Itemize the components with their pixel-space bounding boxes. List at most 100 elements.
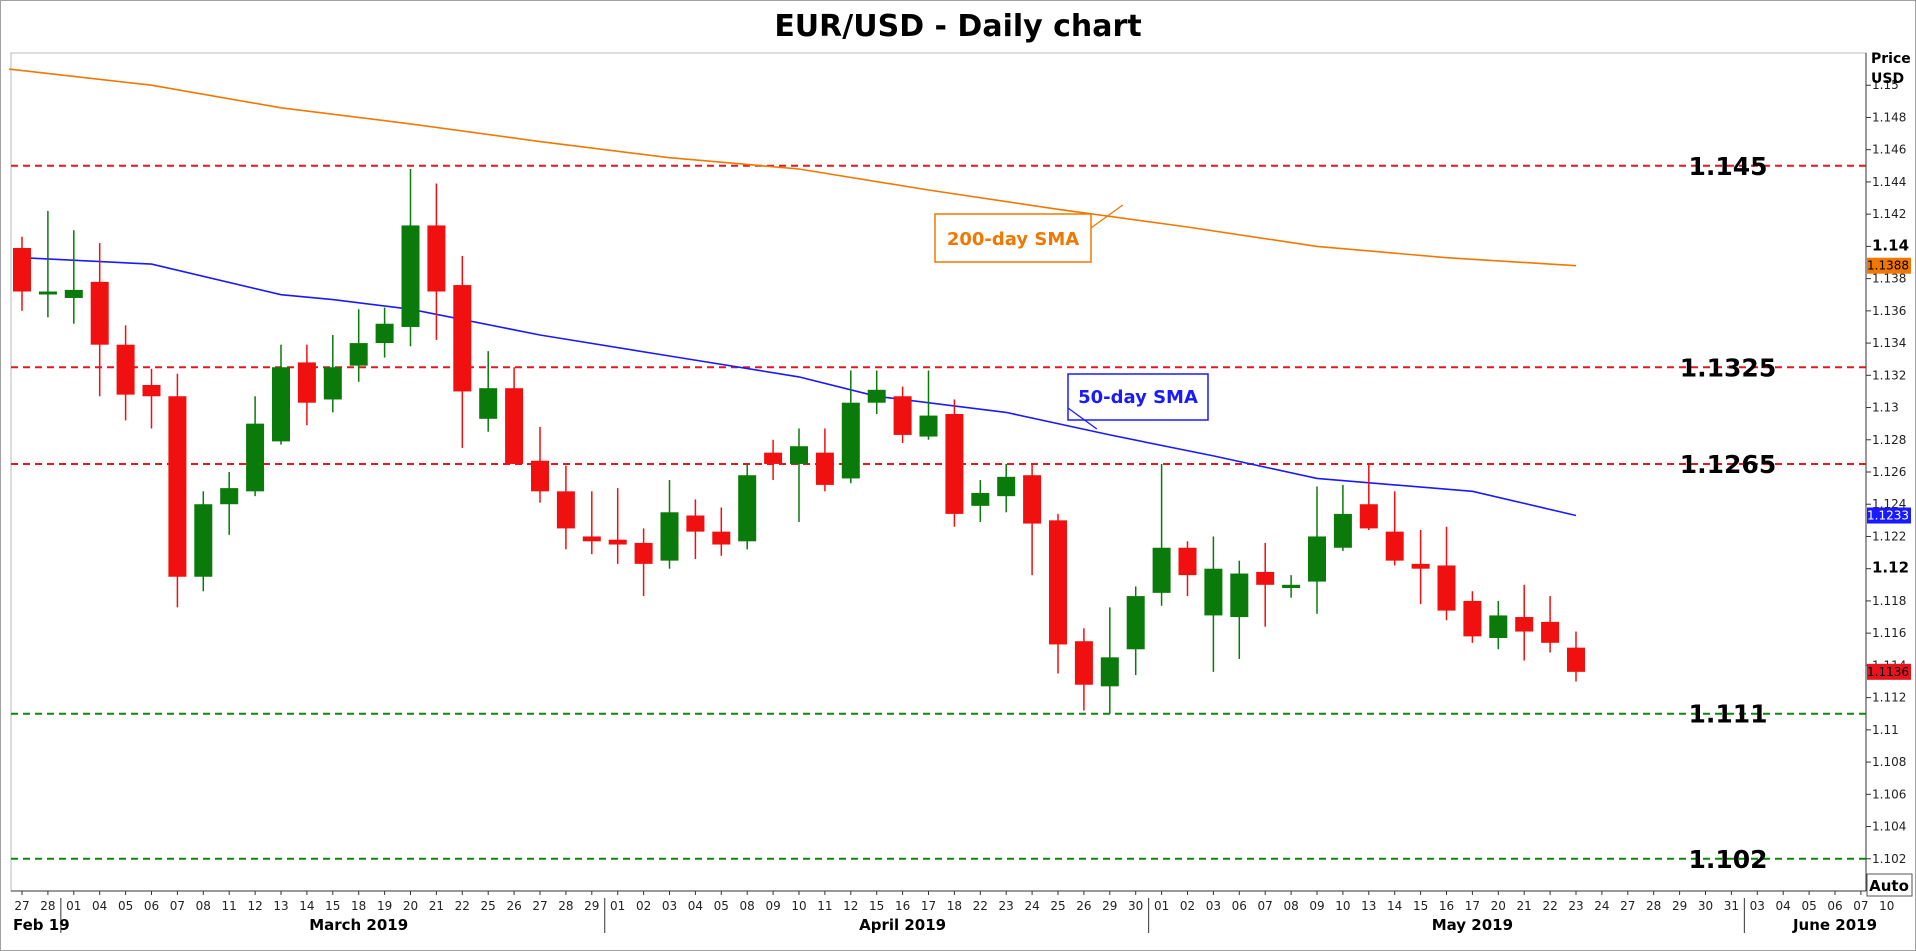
date-tick-label: 19 <box>377 899 392 913</box>
candle-body <box>1100 657 1119 687</box>
candle-apr-17 <box>919 370 938 440</box>
level-label-2: 1.1265 <box>1680 450 1776 479</box>
auto-scale-button[interactable]: Auto <box>1866 873 1913 897</box>
date-axis[interactable]: 27 28 01 04 05 06 07 08 11 12 13 14 15 18 19 20 21 22 25 26… <box>13 891 1894 934</box>
candle-body <box>1385 531 1404 561</box>
date-tick-label: 10 <box>1335 899 1350 913</box>
date-tick-label: 22 <box>973 899 988 913</box>
candle-apr-08 <box>738 463 757 550</box>
candle-body <box>323 367 342 400</box>
candle-may-23 <box>1567 631 1585 682</box>
month-label: June 2019 <box>1792 916 1877 934</box>
candle-body <box>582 536 601 542</box>
date-tick-label: 06 <box>1827 899 1842 913</box>
date-tick-label: 08 <box>1283 899 1298 913</box>
price-unit-label: Price <box>1871 51 1911 67</box>
candle-may-07 <box>1256 542 1275 627</box>
price-tick-label: 1.13 <box>1872 401 1899 415</box>
horizontal-levels: 1.145 1.1325 1.1265 1.111 1.102 <box>11 152 1866 874</box>
candle-body <box>1515 617 1534 632</box>
auto-button-box[interactable] <box>1866 873 1913 897</box>
candle-body <box>1204 568 1223 616</box>
date-tick-label: 27 <box>14 899 29 913</box>
date-tick-label: 28 <box>1646 899 1661 913</box>
price-tick-label: 1.144 <box>1872 175 1906 189</box>
price-tick-label: 1.104 <box>1872 820 1906 834</box>
candle-body <box>919 415 938 437</box>
price-tick-label: 1.108 <box>1872 755 1906 769</box>
candle-body <box>453 285 472 392</box>
price-tick-label: 1.14 <box>1872 236 1909 254</box>
level-label-0: 1.145 <box>1688 152 1767 181</box>
candle-apr-12 <box>841 370 860 484</box>
candle-may-22 <box>1541 596 1560 653</box>
candle-feb-27 <box>13 236 31 311</box>
plot-area-border <box>10 52 1867 892</box>
date-tick-label: 17 <box>921 899 936 913</box>
date-tick-label: 26 <box>1076 899 1091 913</box>
candle-apr-02 <box>634 528 653 597</box>
price-tag-bg-2 <box>1867 663 1911 680</box>
candle-body <box>971 492 990 506</box>
sma-200-callout-label: 200-day SMA <box>947 229 1079 250</box>
date-tick-label: 22 <box>455 899 470 913</box>
candle-body <box>1463 600 1482 637</box>
price-axis-unit: Price USD <box>1871 51 1911 87</box>
date-tick-label: 18 <box>351 899 366 913</box>
candle-mar-07 <box>168 373 187 608</box>
candle-mar-12 <box>246 396 265 497</box>
currency-unit-label: USD <box>1871 71 1904 87</box>
date-tick-label: 15 <box>325 899 340 913</box>
candle-body <box>90 281 109 345</box>
candle-body <box>867 389 886 403</box>
candle-may-01 <box>1152 463 1171 606</box>
price-tick-label: 1.142 <box>1872 207 1906 221</box>
date-tick-label: 07 <box>1258 899 1273 913</box>
price-tick-label: 1.11 <box>1872 723 1899 737</box>
candle-mar-01 <box>64 230 83 324</box>
candle-may-21 <box>1515 584 1534 661</box>
candle-body <box>712 531 731 545</box>
candle-mar-18 <box>349 309 368 382</box>
candle-may-17 <box>1463 591 1482 643</box>
date-tick-label: 09 <box>765 899 780 913</box>
level-label-3: 1.111 <box>1688 700 1767 729</box>
level-label-4: 1.102 <box>1688 845 1767 874</box>
candle-may-15 <box>1411 530 1430 605</box>
date-tick-label: 02 <box>636 899 651 913</box>
candle-body <box>686 515 705 532</box>
date-tick-label: 23 <box>1568 899 1583 913</box>
date-tick-label: 20 <box>1491 899 1506 913</box>
date-tick-label: 26 <box>506 899 521 913</box>
candle-body <box>841 402 860 479</box>
candle-body <box>116 344 135 395</box>
candle-may-08 <box>1282 575 1301 598</box>
candle-body <box>246 423 265 492</box>
price-tick-label: 1.132 <box>1872 368 1906 382</box>
date-tick-label: 16 <box>1439 899 1454 913</box>
candle-mar-27 <box>531 426 549 503</box>
date-tick-label: 03 <box>1206 899 1221 913</box>
date-tick-label: 24 <box>1594 899 1609 913</box>
date-tick-label: 25 <box>481 899 496 913</box>
auto-button-label[interactable]: Auto <box>1869 877 1909 895</box>
date-tick-label: 12 <box>843 899 858 913</box>
candle-body <box>660 512 679 561</box>
candle-apr-16 <box>893 386 912 443</box>
candle-body <box>1152 547 1171 593</box>
date-tick-label: 14 <box>1387 899 1402 913</box>
price-axis[interactable]: 1.1021.1041.1061.1081.111.1121.1141.1161… <box>1866 78 1911 866</box>
candle-body <box>1074 641 1093 685</box>
sma-50-callout-label: 50-day SMA <box>1078 387 1198 408</box>
date-tick-label: 18 <box>947 899 962 913</box>
candle-body <box>272 367 290 442</box>
date-tick-label: 28 <box>558 899 573 913</box>
candle-mar-20 <box>401 169 420 347</box>
date-tick-label: 01 <box>66 899 81 913</box>
candle-body <box>790 446 808 464</box>
candle-apr-04 <box>686 499 705 560</box>
price-tick-label: 1.102 <box>1872 852 1906 866</box>
candle-may-20 <box>1489 600 1508 650</box>
price-tag-bg-1 <box>1867 507 1911 524</box>
